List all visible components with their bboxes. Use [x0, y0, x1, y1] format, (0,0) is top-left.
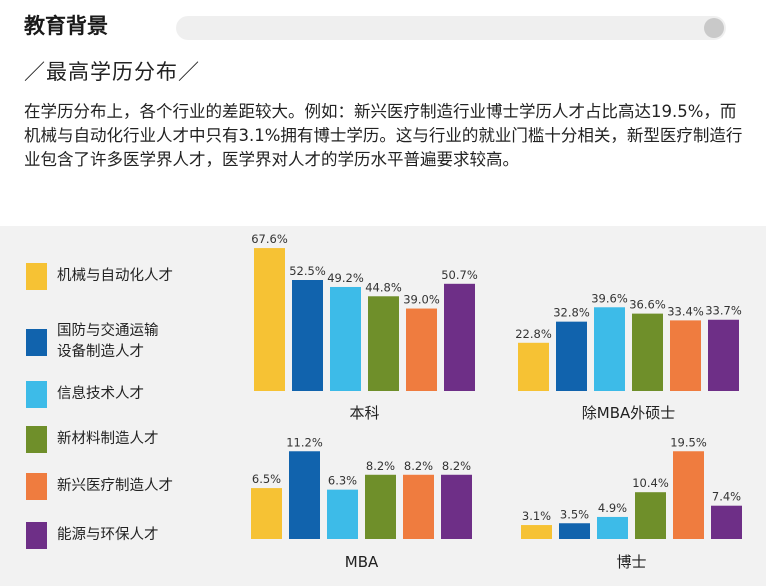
bar	[251, 488, 282, 539]
bar	[559, 523, 590, 539]
bar	[330, 286, 361, 391]
legend-label: 能源与环保人才	[57, 527, 159, 543]
data-label: 49.2%	[327, 271, 364, 285]
bar	[441, 474, 472, 539]
bar	[368, 296, 399, 391]
data-label: 6.3%	[328, 474, 357, 488]
data-label: 3.1%	[522, 509, 551, 523]
bar	[327, 489, 358, 539]
data-label: 33.7%	[705, 304, 742, 318]
data-label: 19.5%	[670, 435, 707, 449]
bar	[711, 505, 742, 539]
data-label: 36.6%	[629, 298, 666, 312]
legend-swatch	[26, 328, 47, 356]
bar	[556, 321, 587, 391]
legend-label: 机械与自动化人才	[57, 268, 173, 284]
x-axis-label: 除MBA外硕士	[582, 404, 676, 422]
data-label: 6.5%	[252, 472, 281, 486]
bar	[594, 307, 625, 391]
section-title-bar	[176, 16, 726, 40]
bar	[292, 280, 323, 391]
bar	[632, 313, 663, 391]
chart-panel: 机械与自动化人才 国防与交通运输 设备制造人才 信息技术人才 新材料制造人才 新…	[0, 226, 766, 586]
legend-item: 新材料制造人才	[26, 426, 159, 453]
legend-label: 新材料制造人才	[57, 431, 159, 447]
title-bar-knob	[704, 18, 724, 38]
bar-charts: 67.6% 52.5% 49.2%44.8%39.0%50.7% 本科 22.8%32.…	[251, 232, 742, 571]
legend-item: 能源与环保人才	[26, 522, 159, 549]
bar	[670, 320, 701, 391]
bar	[521, 525, 552, 539]
bar	[708, 319, 739, 391]
legend-label: 国防与交通运输 设备制造人才	[57, 323, 159, 360]
data-label: 11.2%	[286, 435, 323, 449]
legend-label: 新兴医疗制造人才	[57, 478, 173, 494]
bar	[254, 248, 285, 391]
bar	[365, 474, 396, 539]
bar	[406, 308, 437, 391]
data-label: 8.2%	[442, 459, 471, 473]
legend-swatch	[26, 263, 47, 290]
x-axis-label: MBA	[345, 553, 379, 571]
chart-4: 3.1% 3.5% 4.9% 10.4% 19.5% 7.4% 博士	[521, 435, 742, 571]
data-label: 3.5%	[560, 507, 589, 521]
data-label: 10.4%	[632, 476, 669, 490]
data-label: 67.6%	[251, 232, 288, 246]
chart-2: 22.8%32.8%39.6% 36.6% 33.4% 33.7% 除MBA外硕士	[515, 291, 742, 422]
section-title: 教育背景	[24, 14, 108, 38]
data-label: 50.7%	[441, 268, 478, 282]
data-label: 8.2%	[404, 459, 433, 473]
legend-swatch	[26, 473, 47, 500]
legend-item: 机械与自动化人才	[26, 263, 173, 290]
legend-swatch	[26, 522, 47, 549]
legend-swatch	[26, 426, 47, 453]
legend-swatch	[26, 381, 47, 408]
legend-item: 国防与交通运输 设备制造人才	[26, 321, 159, 363]
data-label: 39.0%	[403, 293, 440, 307]
bar	[635, 492, 666, 539]
bar	[403, 474, 434, 539]
legend-label: 信息技术人才	[57, 386, 144, 402]
bar	[444, 283, 475, 391]
data-label: 4.9%	[598, 501, 627, 515]
page-subtitle: ／最高学历分布／	[24, 60, 200, 84]
data-label: 33.4%	[667, 304, 704, 318]
bar	[518, 342, 549, 391]
x-axis-label: 本科	[349, 404, 379, 422]
data-label: 44.8%	[365, 280, 402, 294]
data-label: 32.8%	[553, 306, 590, 320]
intro-paragraph: 在学历分布上，各个行业的差距较大。例如：新兴医疗制造行业博士学历人才占比高达19…	[24, 102, 743, 169]
chart-1: 67.6% 52.5% 49.2%44.8%39.0%50.7% 本科	[251, 232, 478, 422]
legend-item: 信息技术人才	[26, 381, 144, 408]
x-axis-label: 博士	[616, 553, 646, 571]
data-label: 8.2%	[366, 459, 395, 473]
data-label: 22.8%	[515, 327, 552, 341]
data-label: 39.6%	[591, 291, 628, 305]
chart-3: 6.5% 11.2% 6.3% 8.2% 8.2% 8.2% MBA	[251, 435, 472, 571]
data-label: 52.5%	[289, 264, 326, 278]
bar	[289, 451, 320, 539]
bar	[597, 516, 628, 539]
bar	[673, 451, 704, 539]
legend-item: 新兴医疗制造人才	[26, 473, 173, 500]
data-label: 7.4%	[712, 490, 741, 504]
